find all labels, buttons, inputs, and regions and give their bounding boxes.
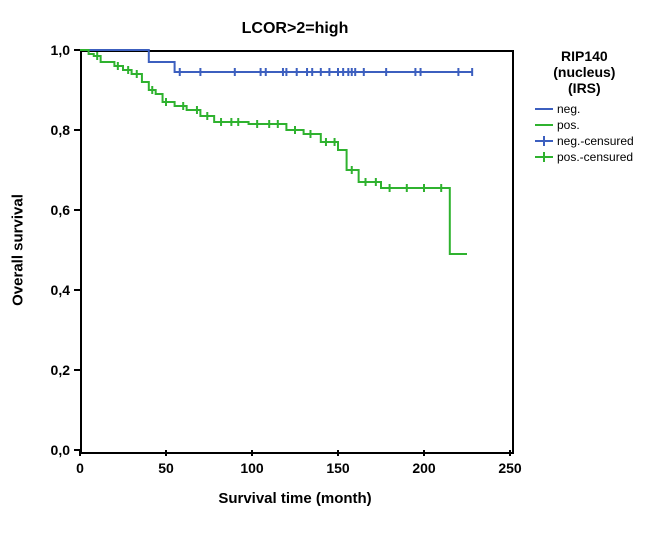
legend-item-label: pos.-censured: [557, 150, 633, 164]
legend-title: RIP140(nucleus)(IRS): [535, 48, 634, 96]
y-tick-label: 0,4: [51, 282, 70, 298]
x-tick-label: 250: [498, 460, 521, 476]
survival-curve-neg: [80, 50, 472, 72]
x-tick-label: 50: [158, 460, 174, 476]
x-tick-label: 150: [326, 460, 349, 476]
legend-item: neg.-censured: [535, 134, 634, 148]
legend-item: pos.-censured: [535, 150, 634, 164]
x-tick-label: 200: [412, 460, 435, 476]
y-tick-label: 0,6: [51, 202, 70, 218]
y-tick-label: 0,2: [51, 362, 70, 378]
legend-item-label: pos.: [557, 118, 580, 132]
y-tick-label: 0,0: [51, 442, 70, 458]
legend-item-label: neg.-censured: [557, 134, 634, 148]
legend-item: pos.: [535, 118, 634, 132]
x-tick-label: 100: [240, 460, 263, 476]
y-tick-label: 1,0: [51, 42, 70, 58]
legend-item: neg.: [535, 102, 634, 116]
legend: RIP140(nucleus)(IRS) neg. pos. neg.-censur…: [535, 48, 634, 166]
x-tick-label: 0: [76, 460, 84, 476]
y-tick-label: 0,8: [51, 122, 70, 138]
legend-item-label: neg.: [557, 102, 580, 116]
survival-curve-pos: [80, 50, 467, 254]
